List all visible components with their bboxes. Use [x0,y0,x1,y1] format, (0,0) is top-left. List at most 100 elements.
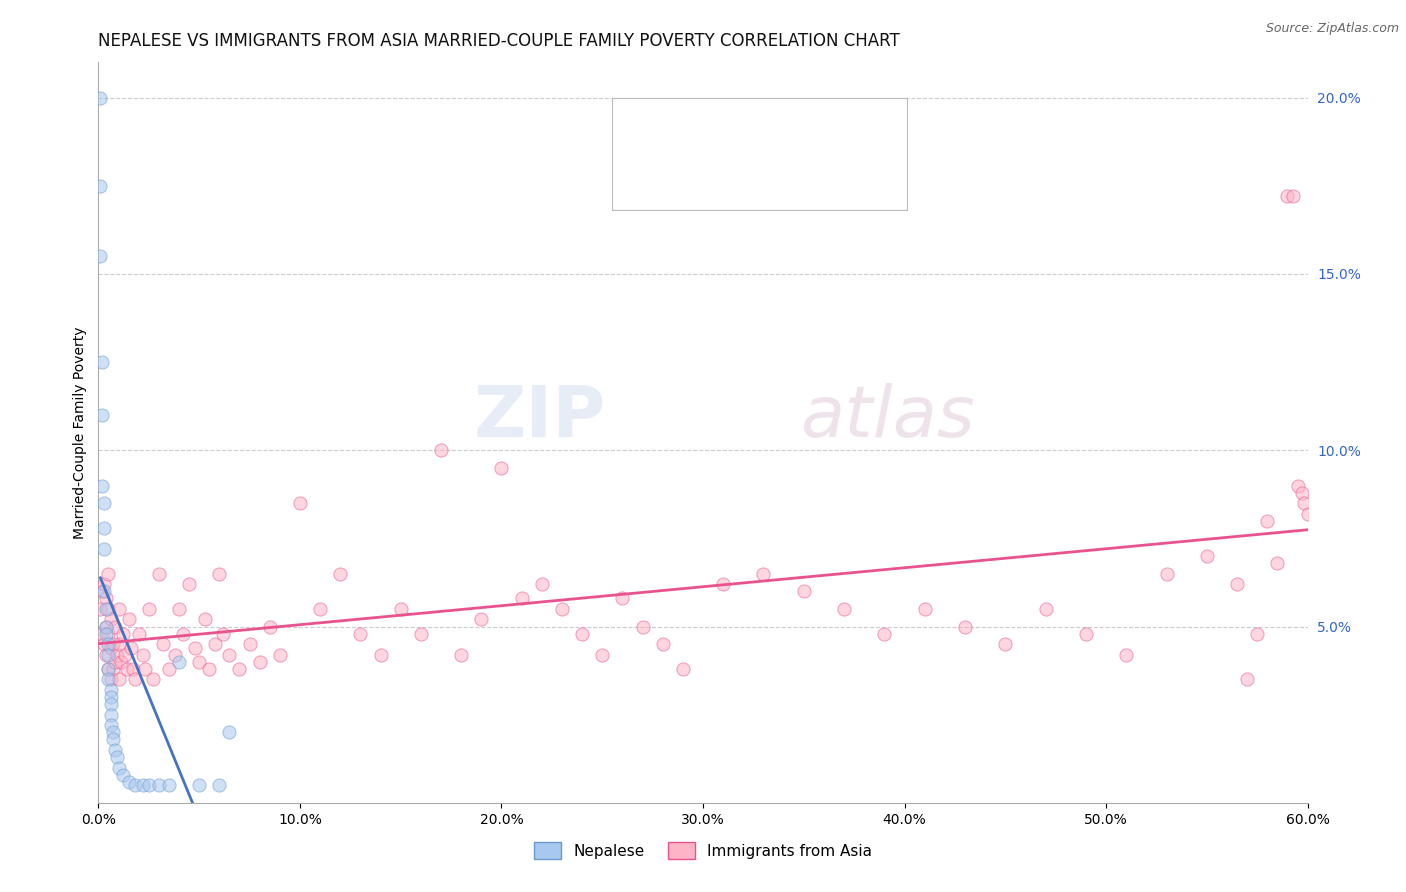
Point [1292,496,1315,510]
Point [208,566,231,581]
Point [93,637,115,651]
Point [228,662,250,676]
Point [571,626,593,640]
Point [249,655,271,669]
Point [1156,566,1178,581]
Point [105,648,128,662]
Point [551,602,574,616]
Text: atlas: atlas [800,384,974,452]
Point [107,637,129,651]
Point [111,767,134,781]
Point [100,673,122,687]
Point [167,602,190,616]
Point [752,566,775,581]
Text: R =: R = [673,121,713,139]
Point [194,612,217,626]
Point [188,778,211,792]
Point [1286,478,1309,492]
Point [218,648,240,662]
Text: N =: N = [786,121,825,139]
Point [1277,189,1299,203]
Point [370,648,392,662]
Point [309,602,332,616]
Text: 38: 38 [828,121,853,139]
Text: ZIP: ZIP [474,384,606,452]
Point [97,648,120,662]
Point [97,602,120,616]
Point [953,619,976,633]
Point [121,662,143,676]
Point [93,521,115,535]
Point [96,591,118,606]
Point [138,778,160,792]
Point [111,626,134,640]
Point [389,602,412,616]
Point [89,249,111,263]
Point [132,648,155,662]
Point [97,626,120,640]
Point [612,591,634,606]
Text: NEPALESE VS IMMIGRANTS FROM ASIA MARRIED-COUPLE FAMILY POVERTY CORRELATION CHART: NEPALESE VS IMMIGRANTS FROM ASIA MARRIED… [98,32,900,50]
Point [212,626,235,640]
Point [1291,485,1313,500]
Point [97,566,120,581]
Point [198,662,221,676]
Point [1282,189,1305,203]
Point [914,602,936,616]
Point [97,662,120,676]
Text: 0.151: 0.151 [720,121,776,139]
Point [103,655,125,669]
Point [138,602,160,616]
Point [91,355,114,369]
Point [93,577,115,591]
Point [89,91,111,105]
Point [239,637,262,651]
Point [172,626,194,640]
Point [93,541,115,556]
Point [103,619,125,633]
Point [152,637,174,651]
Point [115,662,138,676]
Point [1074,626,1097,640]
Point [96,602,118,616]
Point [288,496,311,510]
Point [103,743,125,757]
Point [89,602,111,616]
Y-axis label: Married-Couple Family Poverty: Married-Couple Family Poverty [73,326,87,539]
Point [118,774,141,789]
Point [107,760,129,774]
Point [97,662,120,676]
Point [711,577,734,591]
Point [510,591,533,606]
Point [91,408,114,422]
Point [179,577,201,591]
Point [218,725,240,739]
Point [96,626,118,640]
Point [91,626,114,640]
Point [530,577,553,591]
Point [259,619,281,633]
Point [491,461,513,475]
Point [110,655,132,669]
Point [157,662,180,676]
Point [167,655,190,669]
Point [100,690,122,704]
Point [651,637,673,651]
Point [208,778,231,792]
Point [1296,507,1319,521]
Point [96,619,118,633]
Text: N =: N = [786,166,825,184]
Point [96,648,118,662]
Point [329,566,352,581]
Point [132,778,155,792]
Point [91,478,114,492]
Point [349,626,371,640]
Point [128,626,150,640]
Point [100,683,122,698]
Point [142,673,165,687]
Point [1226,577,1249,591]
Text: Source: ZipAtlas.com: Source: ZipAtlas.com [1265,22,1399,36]
Point [100,707,122,722]
Point [89,178,111,193]
Point [118,612,141,626]
